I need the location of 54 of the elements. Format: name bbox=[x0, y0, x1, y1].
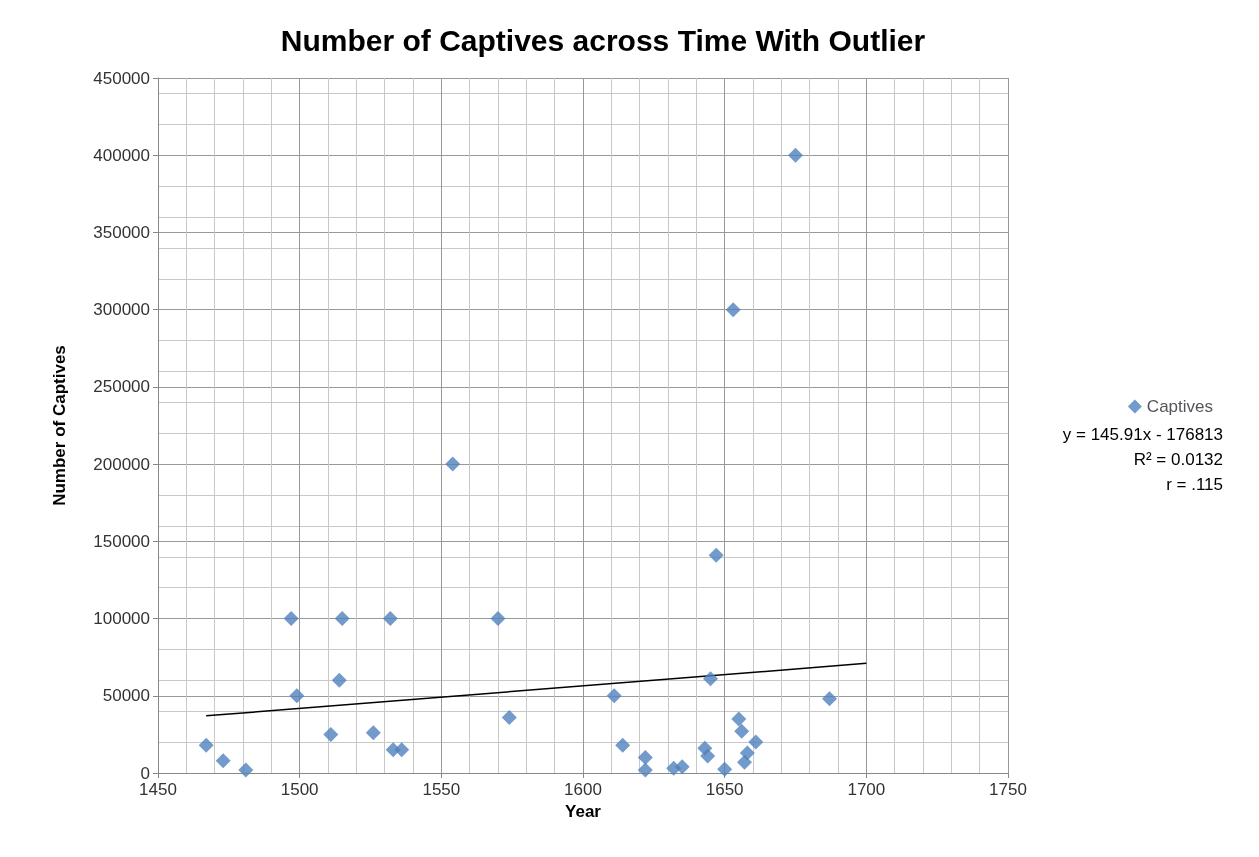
x-tick-label: 1600 bbox=[564, 780, 602, 799]
y-tick-label: 50000 bbox=[102, 686, 150, 706]
point bbox=[289, 688, 305, 704]
point bbox=[606, 688, 622, 704]
point bbox=[445, 456, 461, 472]
point bbox=[323, 726, 339, 742]
point bbox=[734, 723, 750, 739]
point bbox=[334, 611, 350, 627]
point bbox=[637, 762, 653, 778]
point bbox=[637, 750, 653, 766]
y-tick-label: 250000 bbox=[93, 377, 150, 397]
legend-label: Captives bbox=[1146, 397, 1213, 416]
point bbox=[283, 611, 299, 627]
point bbox=[238, 762, 254, 778]
point bbox=[739, 745, 755, 761]
point bbox=[731, 711, 747, 727]
x-tick-label: 1500 bbox=[280, 780, 319, 799]
point bbox=[394, 742, 410, 758]
chart-title: Number of Captives across Time With Outlier bbox=[280, 23, 926, 57]
x-tick-label: 1550 bbox=[422, 780, 461, 799]
x-tick-label: 1650 bbox=[705, 780, 744, 799]
text: R² = 0.0132 bbox=[1133, 450, 1223, 469]
x-tick-label: 1750 bbox=[989, 780, 1027, 799]
point bbox=[717, 761, 733, 777]
point bbox=[748, 734, 764, 750]
text: y = 145.91x - 176813 bbox=[1062, 425, 1224, 444]
point bbox=[708, 547, 724, 563]
y-tick-label: 450000 bbox=[93, 68, 150, 88]
point bbox=[703, 671, 718, 687]
point bbox=[215, 753, 231, 769]
y-tick-label: 0 bbox=[140, 763, 150, 783]
point bbox=[365, 725, 381, 741]
text: r = .115 bbox=[1166, 475, 1224, 494]
y-tick-label: 150000 bbox=[93, 531, 150, 551]
x-axis-title: Year bbox=[565, 802, 602, 821]
point bbox=[490, 611, 506, 627]
point bbox=[822, 691, 837, 707]
y-tick-label: 350000 bbox=[93, 222, 150, 242]
y-tick-label: 200000 bbox=[93, 454, 150, 474]
point bbox=[674, 759, 690, 775]
x-tick-label: 1700 bbox=[847, 780, 886, 799]
y-tick-label: 100000 bbox=[93, 609, 150, 629]
x-tick-label: 1450 bbox=[139, 780, 177, 799]
point bbox=[700, 748, 716, 764]
point bbox=[331, 672, 347, 688]
y-tick-label: 300000 bbox=[93, 300, 150, 320]
point bbox=[198, 737, 214, 753]
point bbox=[725, 302, 741, 318]
point bbox=[382, 611, 398, 627]
point bbox=[501, 709, 517, 725]
point bbox=[788, 147, 803, 163]
y-axis-title: Number of Captives bbox=[50, 345, 69, 506]
y-tick-label: 400000 bbox=[93, 145, 150, 165]
point bbox=[615, 737, 631, 753]
